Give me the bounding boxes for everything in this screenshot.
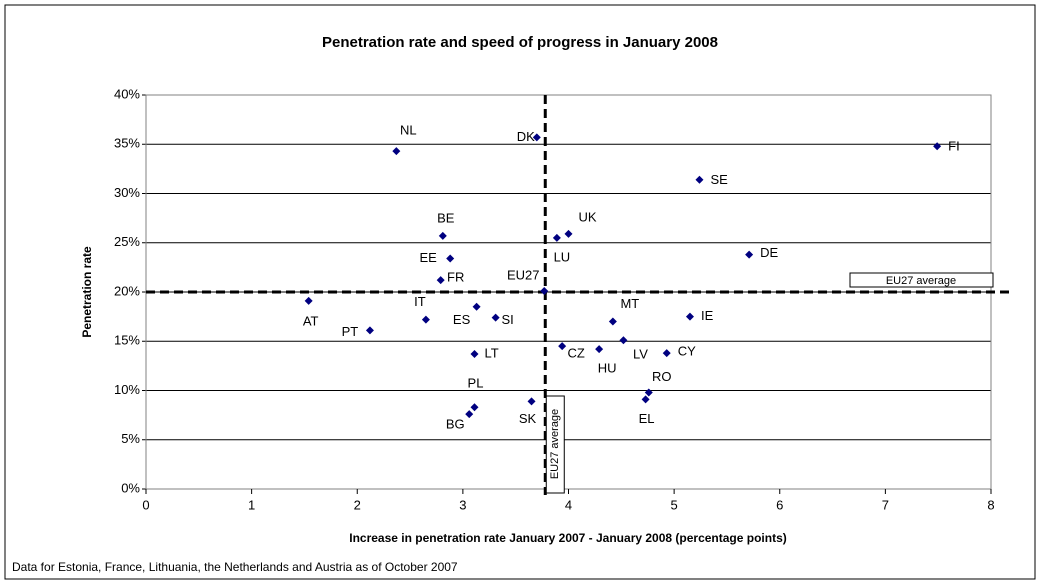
reference-label: EU27 average (549, 409, 561, 479)
point (491, 313, 500, 322)
point (695, 175, 704, 184)
x-tick-label: 8 (987, 497, 994, 512)
point (552, 233, 561, 242)
point (619, 336, 628, 345)
point (745, 250, 754, 259)
point-label: PT (342, 324, 359, 339)
point-label: LT (484, 345, 498, 360)
x-tick-label: 5 (671, 497, 678, 512)
y-tick-label: 30% (114, 185, 140, 200)
x-tick-label: 2 (354, 497, 361, 512)
point-label: UK (578, 209, 596, 224)
y-tick-label: 15% (114, 333, 140, 348)
point (685, 312, 694, 321)
point (470, 403, 479, 412)
point (527, 397, 536, 406)
point-label: LU (554, 249, 571, 264)
point-label: CY (678, 344, 696, 359)
x-axis-label: Increase in penetration rate January 200… (349, 531, 787, 545)
x-tick-label: 4 (565, 497, 572, 512)
point-label: IT (414, 294, 426, 309)
point-label: FR (447, 270, 464, 285)
point-label: AT (303, 313, 319, 328)
point (421, 315, 430, 324)
point (392, 147, 401, 156)
y-tick-label: 35% (114, 136, 140, 151)
point (446, 254, 455, 263)
point (564, 229, 573, 238)
point (465, 410, 474, 419)
point-label: EE (420, 250, 438, 265)
x-tick-label: 0 (142, 497, 149, 512)
x-tick-label: 3 (459, 497, 466, 512)
point-label: NL (400, 123, 417, 138)
point (470, 350, 479, 359)
y-tick-label: 20% (114, 283, 140, 298)
point-label: CZ (567, 346, 584, 361)
point-label: BG (446, 417, 465, 432)
point-label: DK (517, 129, 535, 144)
point-label: SE (710, 172, 728, 187)
point (644, 388, 653, 397)
point-label: IE (701, 308, 714, 323)
point-label: SK (519, 411, 537, 426)
chart-title: Penetration rate and speed of progress i… (322, 34, 718, 51)
point-label: MT (620, 296, 639, 311)
x-tick-label: 6 (776, 497, 783, 512)
y-tick-label: 10% (114, 382, 140, 397)
reference-label-box (545, 395, 565, 494)
point-label: LV (633, 347, 648, 362)
point (540, 287, 549, 296)
point (532, 133, 541, 142)
point-label: DE (760, 245, 778, 260)
x-tick-label: 1 (248, 497, 255, 512)
point-label: FI (948, 139, 960, 154)
point-label: PL (468, 376, 484, 391)
y-tick-label: 5% (121, 431, 140, 446)
point (438, 231, 447, 240)
point-label: HU (598, 361, 617, 376)
point-label: ES (453, 312, 471, 327)
point (304, 296, 313, 305)
point (595, 345, 604, 354)
y-tick-label: 25% (114, 234, 140, 249)
point (436, 276, 445, 285)
footnote: Data for Estonia, France, Lithuania, the… (12, 560, 458, 574)
reference-label-box (849, 272, 994, 288)
point (472, 302, 481, 311)
point (558, 342, 567, 351)
point-label: RO (652, 369, 672, 384)
point-label: BE (437, 210, 455, 225)
point-label: EL (639, 411, 655, 426)
point (365, 326, 374, 335)
y-axis-label: Penetration rate (80, 246, 94, 338)
x-tick-label: 7 (882, 497, 889, 512)
point-label: EU27 (507, 267, 540, 282)
point (608, 317, 617, 326)
point (933, 142, 942, 151)
y-tick-label: 40% (114, 86, 140, 101)
point (641, 395, 650, 404)
point (662, 349, 671, 358)
y-tick-label: 0% (121, 480, 140, 495)
point-label: SI (501, 312, 513, 327)
reference-label: EU27 average (886, 275, 956, 287)
